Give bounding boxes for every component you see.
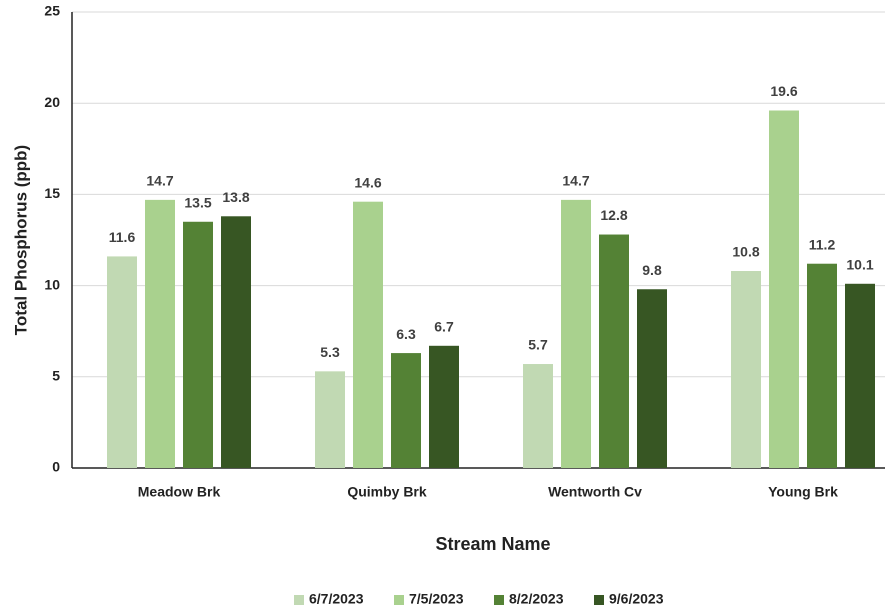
bar: [845, 283, 875, 468]
legend-swatch: [294, 595, 304, 605]
value-label: 5.7: [528, 337, 548, 353]
y-tick-label: 0: [52, 459, 60, 475]
legend-swatch: [394, 595, 404, 605]
bar: [183, 221, 213, 468]
value-label: 11.2: [809, 236, 836, 252]
value-label: 14.6: [354, 174, 381, 190]
x-tick-label: Meadow Brk: [138, 484, 221, 500]
y-tick-label: 5: [52, 368, 60, 384]
y-tick-label: 20: [44, 94, 60, 110]
bar: [429, 345, 459, 468]
value-label: 10.1: [846, 256, 873, 272]
legend-swatch: [494, 595, 504, 605]
x-tick-label: Wentworth Cv: [548, 484, 642, 500]
legend-label: 8/2/2023: [509, 591, 564, 607]
y-axis-label: Total Phosphorus (ppb): [11, 145, 30, 335]
value-label: 13.8: [222, 189, 249, 205]
bar: [391, 353, 421, 468]
value-label: 19.6: [770, 83, 797, 99]
x-axis-label: Stream Name: [435, 534, 550, 554]
value-label: 12.8: [600, 207, 627, 223]
value-label: 9.8: [642, 262, 662, 278]
value-label: 5.3: [320, 344, 340, 360]
bar: [561, 199, 591, 468]
bar: [145, 199, 175, 468]
y-tick-label: 25: [44, 3, 60, 19]
legend-swatch: [594, 595, 604, 605]
y-tick-label: 15: [44, 185, 60, 201]
value-label: 6.7: [434, 318, 454, 334]
bar: [731, 271, 761, 468]
bar: [637, 289, 667, 468]
legend-label: 9/6/2023: [609, 591, 664, 607]
legend-label: 6/7/2023: [309, 591, 364, 607]
y-tick-label: 10: [44, 276, 60, 292]
bar: [769, 110, 799, 468]
value-label: 14.7: [146, 173, 173, 189]
x-tick-label: Quimby Brk: [347, 484, 427, 500]
bar: [221, 216, 251, 468]
bar: [807, 263, 837, 468]
value-label: 13.5: [184, 194, 211, 210]
value-label: 10.8: [732, 244, 759, 260]
legend-label: 7/5/2023: [409, 591, 464, 607]
bar: [353, 201, 383, 469]
x-tick-label: Young Brk: [768, 484, 838, 500]
bar: [523, 364, 553, 468]
bar: [107, 256, 137, 468]
bar: [315, 371, 345, 468]
value-label: 6.3: [396, 326, 416, 342]
value-label: 14.7: [562, 173, 589, 189]
value-label: 11.6: [109, 229, 136, 245]
bar: [599, 234, 629, 468]
